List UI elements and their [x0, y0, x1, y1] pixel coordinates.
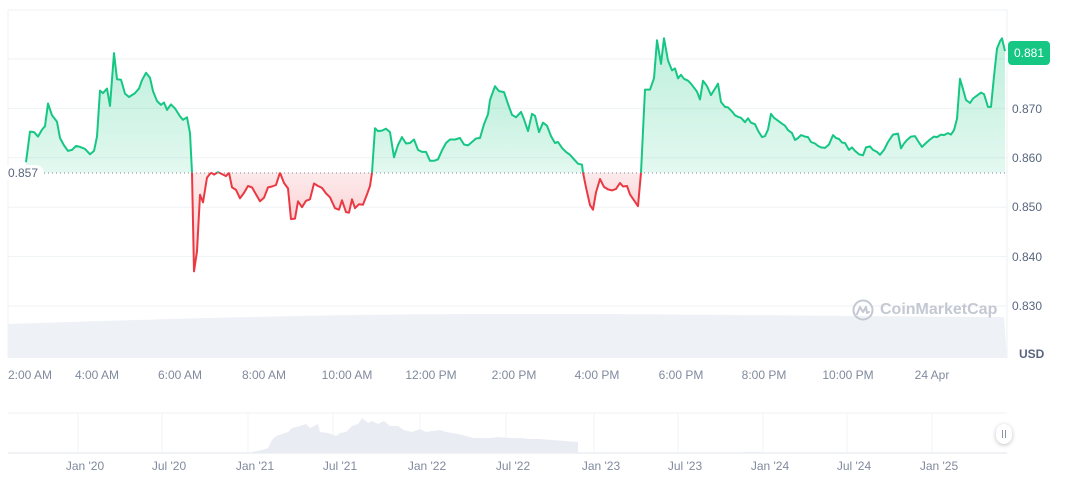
navigator-drag-handle[interactable] — [996, 424, 1012, 444]
navigator-tick-label: Jan '22 — [407, 459, 447, 473]
navigator-chart — [8, 412, 1007, 454]
x-tick-label: 4:00 PM — [574, 368, 620, 382]
navigator-tick-label: Jan '24 — [750, 459, 790, 473]
x-tick-label: 12:00 PM — [405, 368, 457, 382]
x-tick-label: 6:00 AM — [157, 368, 203, 382]
x-tick-label: 6:00 PM — [658, 368, 704, 382]
x-tick-label: 2:00 AM — [7, 368, 53, 382]
navigator-tick-label: Jan '20 — [65, 459, 105, 473]
x-tick-label: 2:00 PM — [491, 368, 537, 382]
x-tick-label: 4:00 AM — [74, 368, 120, 382]
baseline-value: 0.857 — [8, 166, 39, 180]
y-tick-0830: 0.830 — [1012, 299, 1043, 313]
navigator-tick-label: Jul '23 — [667, 459, 703, 473]
grip-icon — [1005, 430, 1006, 438]
y-tick-0840: 0.840 — [1012, 250, 1043, 264]
current-price-badge: 0.881 — [1008, 41, 1050, 65]
grip-icon — [1002, 430, 1003, 438]
x-tick-label: 8:00 AM — [241, 368, 287, 382]
navigator-tick-label: Jul '21 — [322, 459, 358, 473]
baseline-label: 0.857 — [4, 165, 45, 181]
watermark-text: CoinMarketCap — [880, 301, 998, 318]
x-tick-label: 10:00 AM — [321, 368, 373, 382]
coinmarketcap-watermark: CoinMarketCap — [852, 299, 997, 321]
y-tick-0850: 0.850 — [1012, 200, 1043, 214]
navigator-tick-label: Jul '22 — [495, 459, 531, 473]
navigator-tick-label: Jan '21 — [235, 459, 275, 473]
x-tick-label: 10:00 PM — [822, 368, 874, 382]
coinmarketcap-logo-icon — [852, 299, 874, 321]
y-tick-0870: 0.870 — [1012, 102, 1043, 116]
currency-label: USD — [1019, 347, 1045, 361]
price-line — [25, 37, 1006, 273]
navigator-tick-label: Jul '20 — [151, 459, 187, 473]
navigator-tick-label: Jul '24 — [836, 459, 872, 473]
navigator-tick-label: Jan '23 — [581, 459, 621, 473]
y-tick-0860: 0.860 — [1012, 151, 1043, 165]
x-tick-label: 24 Apr — [914, 368, 950, 382]
x-tick-label: 8:00 PM — [741, 368, 787, 382]
volume-bars — [8, 314, 1007, 358]
navigator-tick-label: Jan '25 — [919, 459, 959, 473]
